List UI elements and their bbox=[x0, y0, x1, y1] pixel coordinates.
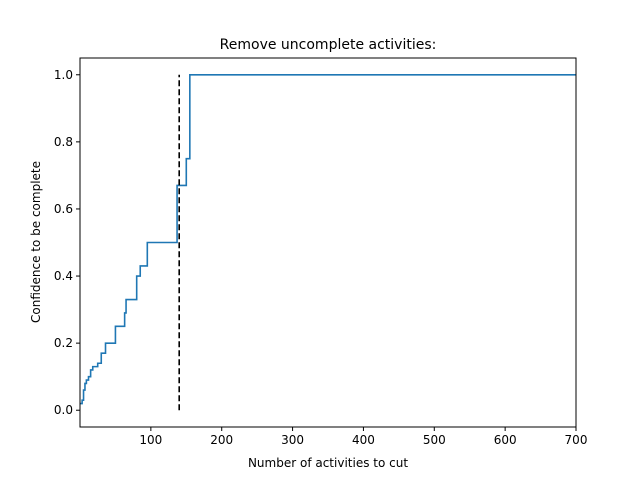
y-axis-ticks: 0.0 0.2 0.4 0.6 0.8 1.0 bbox=[54, 68, 80, 417]
series-line-0 bbox=[80, 73, 576, 405]
plot-frame bbox=[79, 57, 577, 428]
x-axis-ticks: 100 200 300 400 500 600 700 bbox=[139, 427, 587, 447]
chart-title: Remove uncomplete activities: bbox=[220, 37, 437, 53]
y-tick-label: 0.6 bbox=[54, 202, 73, 216]
series-layer bbox=[80, 73, 576, 405]
y-tick-label: 0.0 bbox=[54, 403, 73, 417]
x-tick-label: 200 bbox=[210, 433, 233, 447]
x-tick-label: 700 bbox=[565, 433, 588, 447]
x-axis-label: Number of activities to cut bbox=[248, 456, 408, 470]
y-tick-label: 0.2 bbox=[54, 336, 73, 350]
y-tick-label: 1.0 bbox=[54, 68, 73, 82]
x-tick-label: 400 bbox=[352, 433, 375, 447]
x-tick-label: 600 bbox=[494, 433, 517, 447]
y-axis-label: Confidence to be complete bbox=[29, 161, 43, 323]
x-tick-label: 500 bbox=[423, 433, 446, 447]
y-tick-label: 0.4 bbox=[54, 269, 73, 283]
y-tick-label: 0.8 bbox=[54, 135, 73, 149]
x-tick-label: 100 bbox=[139, 433, 162, 447]
x-tick-label: 300 bbox=[281, 433, 304, 447]
